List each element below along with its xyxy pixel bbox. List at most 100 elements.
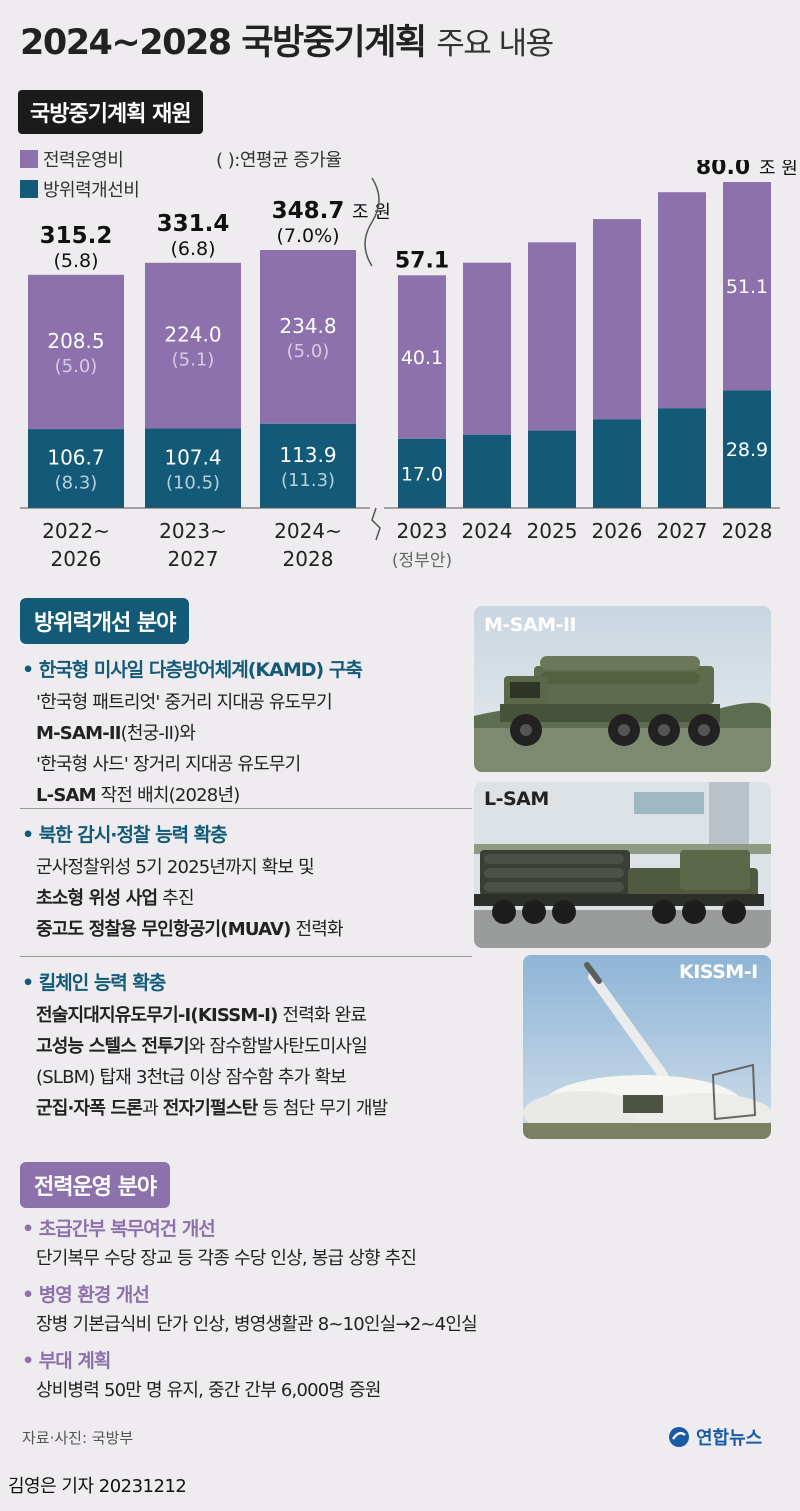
defense-segment: 고성능 스텔스 전투기 <box>36 1036 190 1057</box>
finance-chart: 106.7 (8.3) 208.5 (5.0) 315.2(5.8) 2022~ 2026 1… <box>20 160 798 571</box>
section-divider-0 <box>20 808 472 809</box>
operations-text-1: 장병 기본급식비 단가 인상, 병영생활관 8~10인실→2~4인실 <box>36 1314 478 1335</box>
defense-segment: 과 <box>142 1098 163 1119</box>
defense-line-2-3: 군집·자폭 드론과 전자기펄스탄 등 첨단 무기 개발 <box>36 1094 388 1120</box>
defense-segment: 전력화 완료 <box>277 1005 367 1026</box>
growth-ops-0: (5.0) <box>55 356 98 377</box>
annual-total-0: 57.1 <box>395 248 449 273</box>
defense-line-0-2: '한국형 사드' 장거리 지대공 유도무기 <box>36 750 301 776</box>
bar-ops-0 <box>28 274 124 430</box>
growth-def-2: (11.3) <box>281 470 335 491</box>
growth-def-0: (8.3) <box>55 473 98 494</box>
defense-line-1-0: 군사정찰위성 5기 2025년까지 확보 및 <box>36 853 315 879</box>
photo-msam-label: M-SAM-II <box>484 614 577 636</box>
defense-bullet-0: • 한국형 미사일 다층방어체계(KAMD) 구축 <box>22 659 363 681</box>
annual-label-ops-0: 40.1 <box>401 347 443 369</box>
photo-kissm-label: KISSM-I <box>679 961 758 983</box>
defense-segment: 전술지대지유도무기-I(KISSM-I) <box>36 1005 278 1026</box>
defense-segment: '한국형 패트리엇' 중거리 지대공 유도무기 <box>36 692 333 713</box>
defense-line-1-2: 중고도 정찰용 무인항공기(MUAV) 전력화 <box>36 915 344 941</box>
defense-segment: (천궁-II)와 <box>120 723 196 744</box>
annual-bar-def-5 <box>723 390 771 508</box>
total-2: 348.7 <box>272 198 345 224</box>
label-def-0: 106.7 <box>47 446 104 470</box>
defense-segment: (SLBM) 탑재 3천t급 이상 잠수함 추가 확보 <box>36 1067 347 1088</box>
annual-bar-ops-0 <box>398 275 446 439</box>
annual-total-5: 80.0 <box>696 160 750 180</box>
defense-bullet-1: • 북한 감시·정찰 능력 확충 <box>22 824 228 846</box>
category-1-0: 2023~ <box>159 519 227 543</box>
photo-lsam-label: L-SAM <box>484 788 549 810</box>
category-1-1: 2027 <box>168 547 219 571</box>
source-credit: 자료·사진: 국방부 <box>22 1429 134 1447</box>
legend-ops-label: 전력운영비 <box>43 150 124 171</box>
total-growth-1: (6.8) <box>170 238 215 260</box>
legend-note: ( ):연평균 증가율 <box>216 150 342 171</box>
legend-def-label: 방위력개선비 <box>43 180 140 201</box>
photo-lsam: L-SAM <box>474 782 771 948</box>
bar-def-1 <box>145 428 241 508</box>
label-ops-1: 224.0 <box>164 323 221 347</box>
defense-segment: 와 잠수함발사탄도미사일 <box>188 1036 368 1057</box>
annual-bar-ops-5 <box>723 182 771 391</box>
defense-segment: 전력화 <box>290 919 343 940</box>
defense-line-2-0: 전술지대지유도무기-I(KISSM-I) 전력화 완료 <box>36 1001 367 1027</box>
annual-category-note: (정부안) <box>392 551 452 571</box>
defense-segment: 초소형 위성 사업 <box>36 888 158 909</box>
category-2-1: 2028 <box>283 547 334 571</box>
annual-category-0: 2023 <box>397 519 448 543</box>
annual-bar-def-0 <box>398 438 446 508</box>
bar-ops-1 <box>145 262 241 429</box>
annual-category-2: 2025 <box>527 519 578 543</box>
section-divider-1 <box>20 956 472 957</box>
operations-text-2: 상비병력 50만 명 유지, 중간 간부 6,000명 증원 <box>36 1380 381 1401</box>
legend-ops-swatch <box>20 150 38 168</box>
photo-kissm: KISSM-I <box>523 955 771 1139</box>
label-ops-2: 234.8 <box>279 314 336 338</box>
total-0: 315.2 <box>40 223 113 249</box>
defense-segment: 전자기펄스탄 <box>162 1098 258 1119</box>
operations-text-0: 단기복무 수당 장교 등 각종 수당 인상, 봉급 상향 추진 <box>36 1248 417 1269</box>
yonhap-logo-icon <box>669 1427 689 1447</box>
total-unit-left: 조 원 <box>352 202 391 223</box>
category-2-0: 2024~ <box>274 519 342 543</box>
bar-def-2 <box>260 423 356 508</box>
defense-segment: 추진 <box>157 888 194 909</box>
legend-ops: 전력운영비 <box>20 146 124 172</box>
defense-segment: '한국형 사드' 장거리 지대공 유도무기 <box>36 754 301 775</box>
defense-bullet-2: • 킬체인 능력 확충 <box>22 972 166 994</box>
annual-bar-ops-4 <box>658 192 706 409</box>
growth-ops-2: (5.0) <box>287 341 330 362</box>
operations-bullet-2: • 부대 계획 <box>22 1350 111 1372</box>
total-1: 331.4 <box>157 211 230 237</box>
annual-category-1: 2024 <box>462 519 513 543</box>
annual-bar-def-4 <box>658 408 706 508</box>
title-main: 2024~2028 국방중기계획 <box>20 23 427 63</box>
defense-line-2-2: (SLBM) 탑재 3천t급 이상 잠수함 추가 확보 <box>36 1063 347 1089</box>
reporter-credit: 김영은 기자 20231212 <box>8 1476 187 1497</box>
defense-segment: 군사정찰위성 5기 2025년까지 확보 및 <box>36 857 315 878</box>
legend-def-swatch <box>20 180 38 198</box>
defense-line-0-3: L-SAM 작전 배치(2028년) <box>36 781 240 807</box>
growth-def-1: (10.5) <box>166 472 220 493</box>
page-title: 2024~2028 국방중기계획 주요 내용 <box>20 14 554 65</box>
yonhap-logo-text: 연합뉴스 <box>696 1428 763 1449</box>
defense-section-label: 방위력개선 분야 <box>20 598 190 644</box>
defense-segment: 등 첨단 무기 개발 <box>257 1098 388 1119</box>
label-ops-0: 208.5 <box>47 329 104 353</box>
operations-bullet-1: • 병영 환경 개선 <box>22 1284 150 1306</box>
axis-break-top <box>364 177 380 267</box>
legend-def: 방위력개선비 <box>20 176 140 202</box>
annual-bar-def-3 <box>593 419 641 508</box>
defense-segment: M-SAM-II <box>36 723 121 744</box>
total-growth-0: (5.8) <box>53 250 98 272</box>
annual-bar-def-1 <box>463 434 511 508</box>
yonhap-logo: 연합뉴스 <box>668 1424 762 1450</box>
total-unit-right: 조 원 <box>759 160 798 179</box>
category-0-0: 2022~ <box>42 519 110 543</box>
defense-line-2-1: 고성능 스텔스 전투기와 잠수함발사탄도미사일 <box>36 1032 368 1058</box>
title-sub: 주요 내용 <box>436 26 554 62</box>
category-0-1: 2026 <box>51 547 102 571</box>
annual-category-5: 2028 <box>722 519 773 543</box>
annual-category-4: 2027 <box>657 519 708 543</box>
